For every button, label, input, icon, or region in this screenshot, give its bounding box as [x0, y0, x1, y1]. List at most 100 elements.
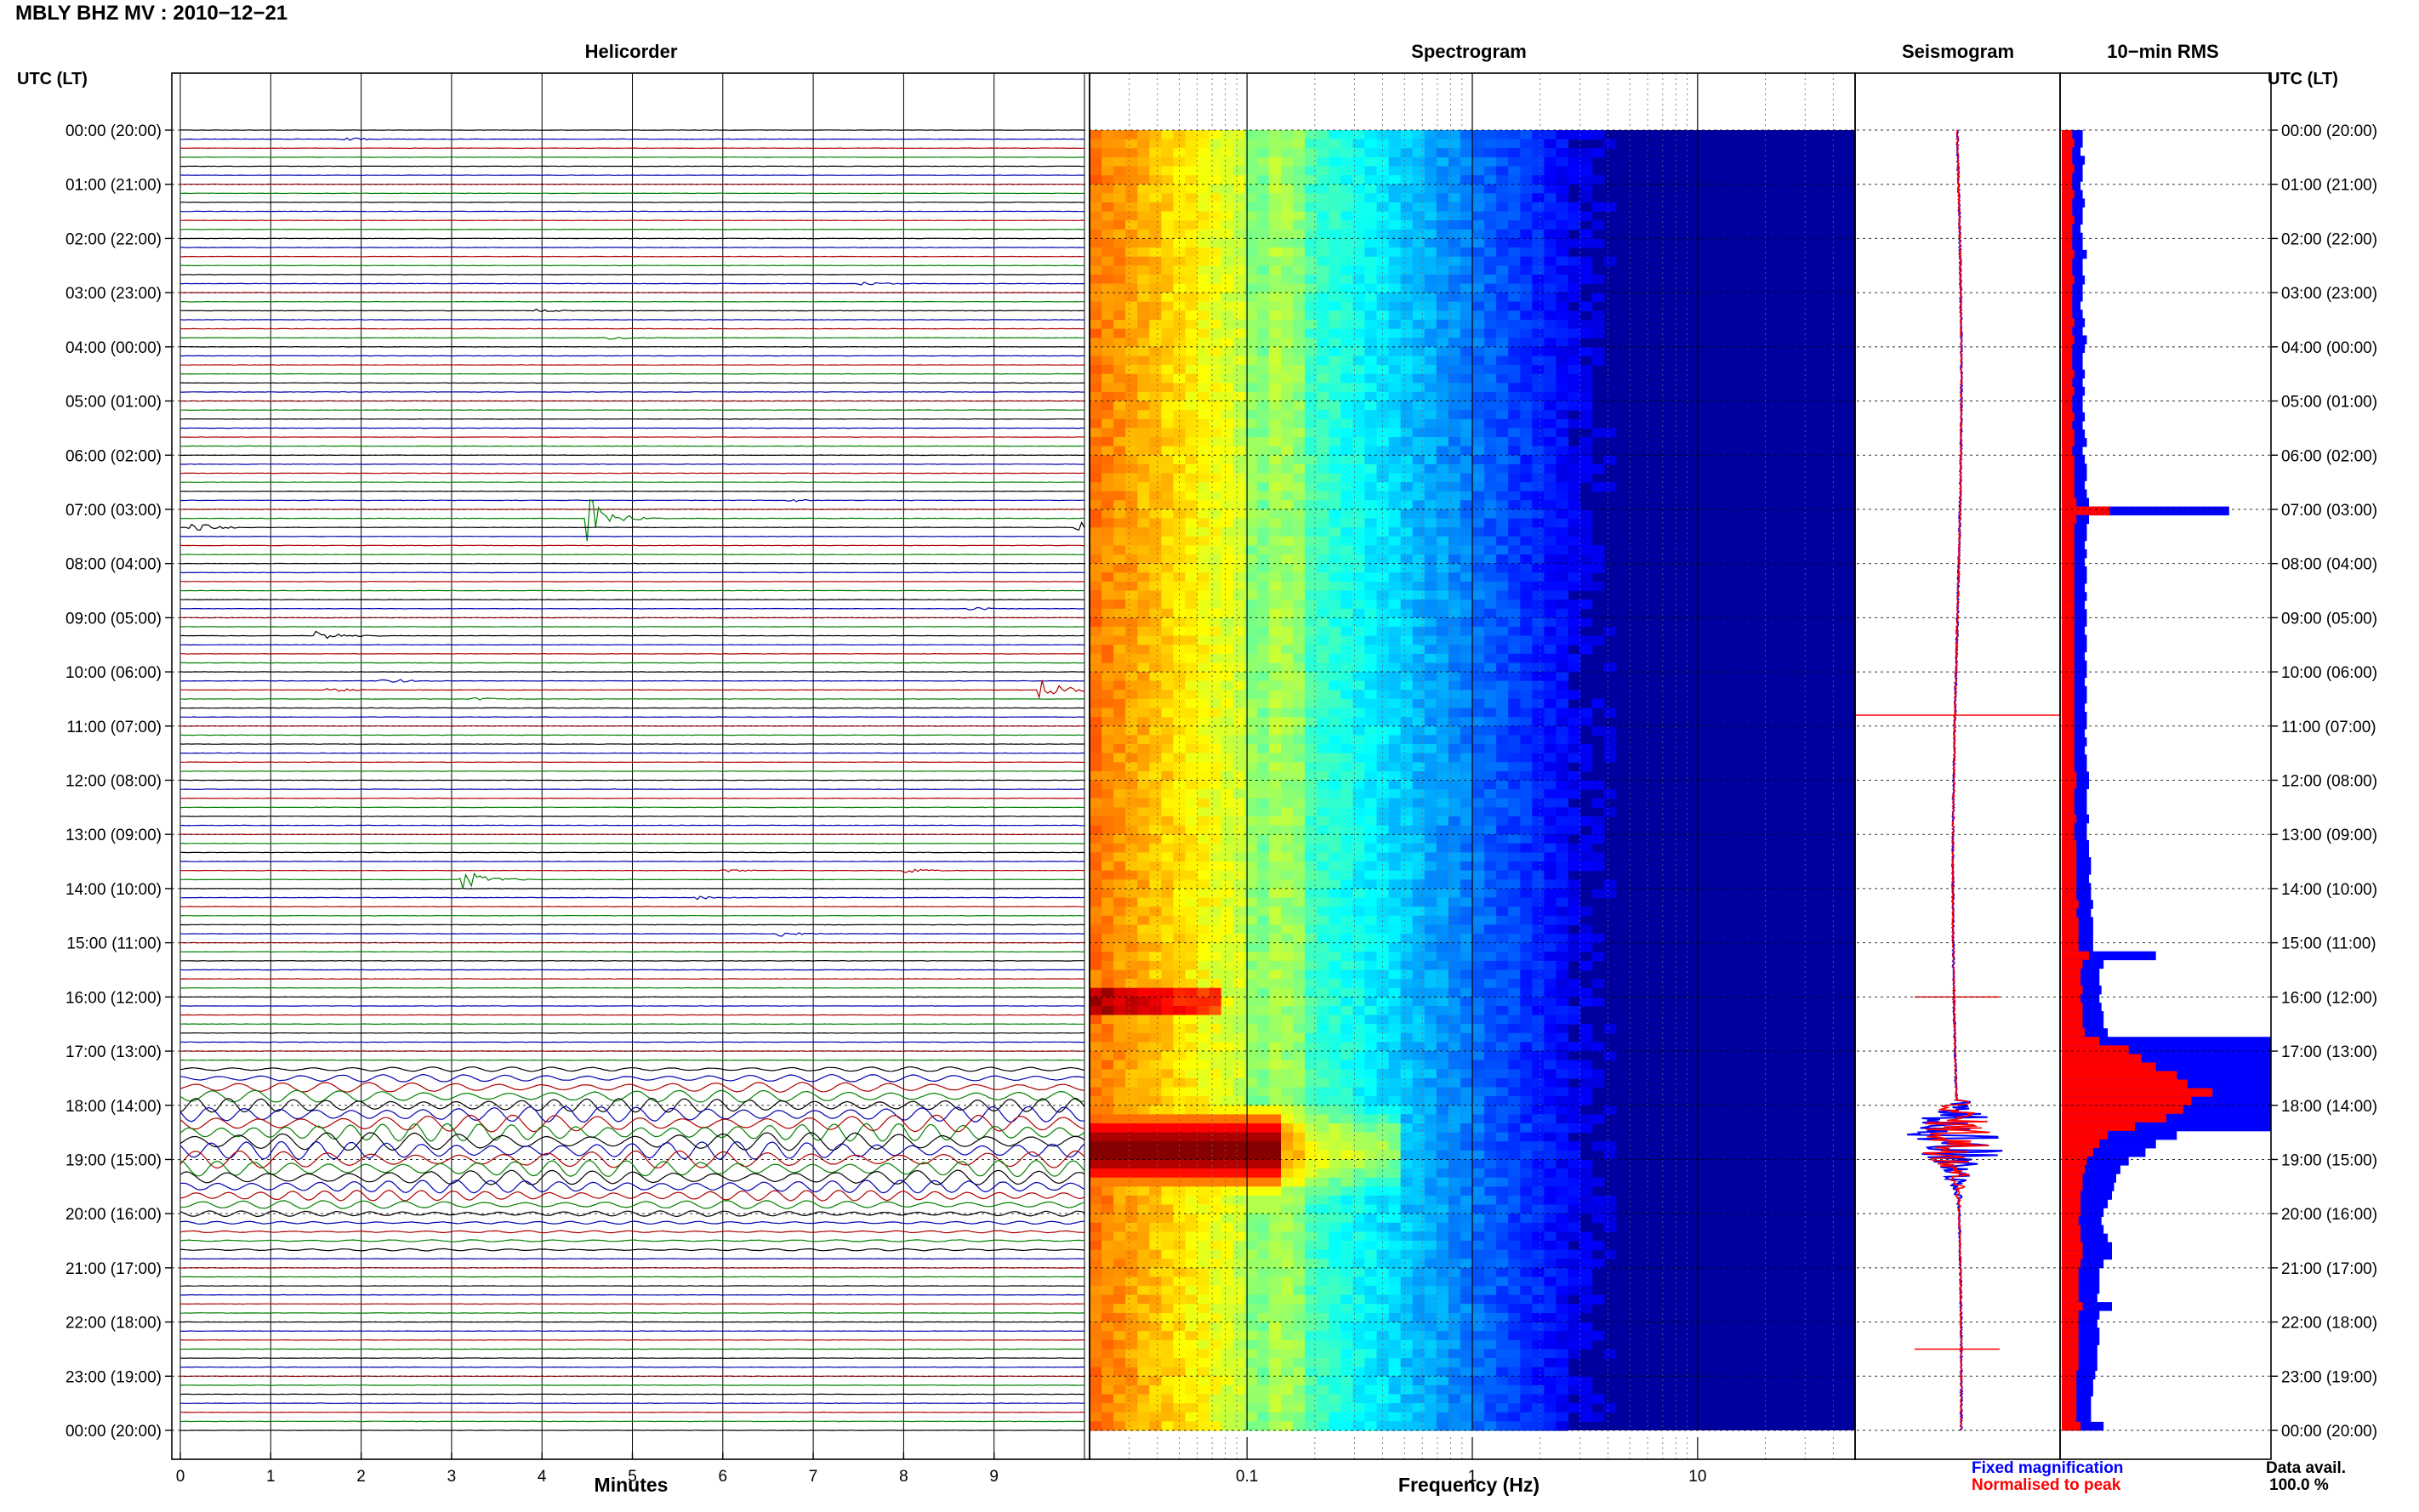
rms-bar-normalised [2062, 1105, 2183, 1115]
helicorder-trace [179, 1097, 1085, 1113]
rms-bar-normalised [2062, 181, 2073, 190]
rms-bar-normalised [2062, 1054, 2142, 1063]
rms-bar-fixed [2062, 1216, 2102, 1225]
rms-bar-normalised [2062, 421, 2073, 430]
helicorder-trace [179, 1239, 1084, 1242]
helicorder-trace [179, 210, 1085, 213]
rms-bar-fixed [2062, 1276, 2100, 1286]
helicorder-trace [179, 696, 1085, 701]
rms-bar-normalised [2062, 866, 2077, 875]
rms-bar-normalised [2062, 506, 2110, 516]
rms-bar-fixed [2062, 1233, 2109, 1243]
y-tick-label-left: 03:00 (23:00) [65, 285, 162, 303]
helicorder-trace [179, 355, 1085, 357]
rms-bar-normalised [2062, 1088, 2213, 1098]
rms-bar-normalised [2062, 1259, 2081, 1269]
y-tick-label-left: 02:00 (22:00) [65, 230, 162, 248]
y-tick-label-left: 20:00 (16:00) [65, 1206, 162, 1224]
rms-bar-normalised [2062, 668, 2075, 679]
rms-bar-normalised [2062, 284, 2073, 293]
rms-bar-normalised [2062, 395, 2073, 405]
helicorder-trace [179, 1123, 1085, 1142]
helicorder-trace [179, 914, 1085, 917]
rms-bar-fixed [2062, 1062, 2271, 1071]
rms-bar-normalised [2062, 266, 2073, 276]
rms-bar-normalised [2062, 1225, 2081, 1235]
y-tick-label-left: 00:00 (20:00) [65, 122, 162, 140]
rms-bar-normalised [2062, 822, 2075, 833]
rms-bar-normalised [2062, 592, 2075, 601]
rms-bar-fixed [2062, 1353, 2097, 1362]
rms-bar-normalised [2062, 874, 2077, 884]
helicorder-trace [180, 1402, 1085, 1405]
y-tick-label-right: 01:00 (21:00) [2281, 177, 2377, 195]
spectrogram-x-label: Frequency (Hz) [1397, 1474, 1540, 1496]
helicorder-trace [179, 806, 1085, 809]
rms-bar-normalised [2062, 1199, 2081, 1208]
y-tick-label-left: 22:00 (18:00) [65, 1315, 162, 1333]
legend-fixed-magnification: Fixed magnification [1972, 1459, 2124, 1477]
rms-bar-normalised [2062, 147, 2073, 156]
y-tick-label-left: 07:00 (03:00) [65, 502, 162, 520]
helicorder-trace [180, 652, 1085, 655]
rms-bar-normalised [2062, 241, 2073, 251]
rms-bar-normalised [2062, 771, 2077, 781]
axis-labels: 00:00 (20:00) 00:00 (20:00) 01:00 (21:00) 0… [65, 122, 2377, 1486]
helicorder-trace [180, 679, 1085, 683]
rms-bar-normalised [2062, 1062, 2156, 1071]
y-tick-label-right: 05:00 (01:00) [2281, 394, 2377, 412]
helicorder-trace [179, 1169, 1085, 1185]
y-tick-label-left: 11:00 (07:00) [66, 719, 162, 736]
rms-bar-normalised [2062, 754, 2075, 764]
rms-bar-normalised [2062, 600, 2075, 610]
rms-bar-normalised [2062, 1020, 2083, 1029]
rms-bar-normalised [2062, 839, 2077, 850]
helicorder-trace [179, 1293, 1085, 1296]
helicorder-trace [179, 959, 1085, 962]
rms-bar-normalised [2062, 497, 2077, 508]
rms-bar-fixed [2062, 1310, 2100, 1320]
helicorder-trace [179, 255, 1084, 258]
y-tick-label-right: 20:00 (16:00) [2281, 1206, 2377, 1224]
helicorder-x-tick: 3 [447, 1468, 457, 1486]
rms-bar-normalised [2062, 1028, 2086, 1037]
helicorder-trace [179, 1005, 1085, 1007]
y-tick-label-left: 00:00 (20:00) [65, 1423, 162, 1441]
helicorder-trace [179, 463, 1085, 465]
rms-bar-normalised [2062, 1387, 2077, 1397]
helicorder-trace [179, 1106, 1085, 1123]
rms-bar-normalised [2062, 1378, 2077, 1389]
rms-bar-normalised [2062, 1182, 2083, 1191]
rms-bar-normalised [2062, 1157, 2087, 1166]
rms-bar-normalised [2062, 429, 2075, 439]
rms-bar-normalised [2062, 386, 2075, 396]
data-avail-label: Data avail. [2266, 1459, 2346, 1477]
rms-bar-fixed [2062, 1327, 2100, 1337]
rms-bar-normalised [2062, 1233, 2081, 1243]
helicorder-trace [179, 156, 1085, 158]
rms-bar-normalised [2062, 831, 2075, 841]
y-tick-label-right: 08:00 (04:00) [2281, 556, 2377, 574]
rms-bar-normalised [2062, 942, 2079, 952]
rms-bar-normalised [2062, 729, 2075, 738]
data-avail-value: 100.0 % [2269, 1476, 2329, 1494]
rms-bar-normalised [2062, 797, 2075, 807]
y-tick-label-right: 06:00 (02:00) [2281, 447, 2377, 465]
rms-bar-normalised [2062, 643, 2075, 653]
rms-bar-normalised [2062, 207, 2073, 216]
y-tick-label-right: 22:00 (18:00) [2281, 1315, 2377, 1333]
rms-bar-fixed [2062, 1284, 2100, 1294]
rms-bar-normalised [2062, 900, 2079, 909]
rms-bar-fixed [2062, 1361, 2097, 1371]
rms-bar-normalised [2062, 361, 2073, 371]
helicorder-trace [179, 861, 1085, 862]
rms-bar-normalised [2062, 224, 2073, 234]
rms-bar-fixed [2062, 1174, 2116, 1183]
y-tick-label-left: 23:00 (19:00) [65, 1368, 162, 1386]
rms-bar-normalised [2062, 130, 2073, 139]
rms-bar-normalised [2062, 1267, 2079, 1277]
rms-bar-normalised [2062, 976, 2081, 986]
y-tick-label-right: 04:00 (00:00) [2281, 339, 2377, 357]
helicorder-trace [179, 932, 1084, 937]
